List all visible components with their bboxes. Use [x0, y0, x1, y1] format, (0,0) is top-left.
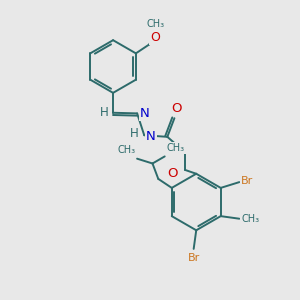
Text: Br: Br [241, 176, 254, 186]
Text: O: O [150, 31, 160, 44]
Text: N: N [146, 130, 156, 143]
Text: H: H [130, 127, 139, 140]
Text: CH₃: CH₃ [146, 19, 164, 29]
Text: N: N [140, 107, 149, 120]
Text: CH₃: CH₃ [167, 143, 185, 153]
Text: O: O [171, 102, 181, 115]
Text: H: H [100, 106, 109, 119]
Text: O: O [167, 167, 178, 180]
Text: Br: Br [188, 254, 200, 263]
Text: CH₃: CH₃ [241, 214, 260, 224]
Text: CH₃: CH₃ [117, 146, 135, 155]
